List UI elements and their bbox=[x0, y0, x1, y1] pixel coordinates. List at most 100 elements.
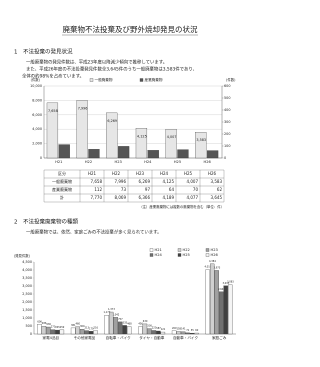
value-label: 486 bbox=[42, 322, 47, 325]
bar bbox=[180, 331, 186, 335]
bar bbox=[147, 328, 152, 335]
y2-tick-label: 0 bbox=[224, 156, 226, 160]
value-label: 141 bbox=[181, 328, 186, 331]
y-tick-label: 0 bbox=[30, 332, 32, 336]
bar bbox=[75, 326, 80, 335]
bar bbox=[58, 144, 70, 159]
legend-swatch bbox=[177, 248, 182, 252]
value-label: 300 bbox=[80, 325, 85, 328]
legend-swatch bbox=[205, 248, 210, 252]
value-label: 7,658 bbox=[48, 109, 58, 113]
bar bbox=[59, 329, 65, 335]
value-label: 4,125 bbox=[137, 134, 147, 138]
table-cell: 6,269 bbox=[139, 179, 151, 184]
value-label: 213 bbox=[84, 327, 89, 330]
bar bbox=[165, 128, 177, 159]
bar bbox=[205, 269, 210, 335]
legend-label: 一般廃棄物 bbox=[95, 77, 113, 82]
value-label: 4,007 bbox=[167, 135, 177, 139]
table-cell: 70 bbox=[193, 187, 199, 192]
bar bbox=[88, 331, 94, 335]
bar bbox=[160, 331, 166, 335]
table-cell: 計 bbox=[60, 194, 64, 200]
value-label: 1,042 bbox=[112, 313, 119, 316]
bar bbox=[41, 326, 47, 335]
x-tick-label: 自転車・バイク bbox=[106, 335, 131, 340]
table-cell: 4,189 bbox=[163, 195, 175, 200]
bar bbox=[118, 146, 130, 159]
legend-label: H25 bbox=[183, 253, 190, 257]
value-label: 55 bbox=[191, 329, 195, 332]
value-label: 200 bbox=[172, 327, 177, 330]
bar bbox=[122, 325, 127, 335]
bar bbox=[177, 149, 189, 159]
value-label: 216 bbox=[93, 327, 98, 330]
table-cell: 4,077 bbox=[187, 195, 199, 200]
value-label: 460 bbox=[75, 323, 80, 326]
value-label: 60 bbox=[195, 329, 199, 332]
value-label: 3,583 bbox=[196, 138, 206, 142]
bar bbox=[109, 311, 114, 335]
bar bbox=[214, 270, 219, 335]
legend-swatch bbox=[139, 78, 144, 82]
table-cell: 7,996 bbox=[115, 179, 127, 184]
table-header: 区分 bbox=[58, 170, 66, 176]
table-cell: 73 bbox=[121, 187, 127, 192]
bar bbox=[185, 332, 190, 335]
y-tick-label: 3,500 bbox=[22, 276, 32, 280]
legend-swatch bbox=[205, 253, 210, 257]
y2-tick-label: 400 bbox=[224, 108, 230, 112]
table-cell: 7,658 bbox=[91, 179, 103, 184]
legend-label: H21 bbox=[155, 248, 162, 252]
value-label: 3,083 bbox=[227, 281, 234, 284]
bar bbox=[70, 327, 76, 335]
legend-label: H24 bbox=[155, 253, 163, 257]
legend-label: H26 bbox=[211, 253, 219, 257]
y-tick-label: 10,000 bbox=[30, 84, 42, 88]
value-label: 3,013 bbox=[222, 282, 229, 285]
value-label: 1,173 bbox=[104, 311, 111, 314]
x-tick-label: H24 bbox=[144, 160, 152, 164]
x-tick-label: 家電4品目 bbox=[42, 335, 59, 340]
section-heading: 1 不法投棄の発見状況 bbox=[14, 48, 73, 56]
table-cell: 64 bbox=[169, 187, 175, 192]
table-header: H22 bbox=[112, 171, 121, 176]
table-cell: 97 bbox=[145, 187, 151, 192]
bar bbox=[171, 330, 177, 335]
value-label: 170 bbox=[89, 327, 94, 330]
bar bbox=[207, 150, 219, 159]
legend-label: H23 bbox=[211, 248, 218, 252]
legend-swatch bbox=[149, 248, 154, 252]
paragraph-line: 全体の約98%を占めています。 bbox=[22, 73, 84, 80]
bar bbox=[176, 331, 181, 335]
x-tick-label: H23 bbox=[115, 160, 122, 164]
table-cell: 6,366 bbox=[139, 195, 151, 200]
value-label: 1,373 bbox=[108, 308, 115, 311]
value-label: 4,016 bbox=[205, 266, 212, 269]
bar bbox=[106, 112, 118, 159]
value-label: 7,996 bbox=[78, 106, 88, 110]
x-tick-label: H21 bbox=[55, 160, 62, 164]
y-axis-label: (件数) bbox=[31, 77, 41, 82]
y-axis-label: (発見件数) bbox=[14, 253, 31, 258]
y-tick-label: 2,000 bbox=[32, 142, 42, 146]
table-header: H25 bbox=[184, 171, 193, 176]
bar bbox=[142, 323, 148, 335]
table-cell: 112 bbox=[94, 187, 102, 192]
table-cell: 7,770 bbox=[91, 195, 103, 200]
y2-tick-label: 300 bbox=[224, 120, 230, 124]
bar bbox=[227, 284, 233, 335]
value-label: 4,384 bbox=[209, 260, 216, 263]
paragraph-line: また、平成26年度の不法投棄発見件数全3,645件のうち一般廃棄物は3,583件… bbox=[26, 66, 197, 73]
value-label: 220 bbox=[152, 326, 157, 329]
x-tick-label: H26 bbox=[204, 160, 212, 164]
x-tick-label: 自動車・バイク bbox=[173, 335, 198, 340]
paragraph-line: 一般廃棄物では、依然、家庭ごみの不法投棄が多く見られています。 bbox=[26, 229, 162, 236]
bar bbox=[118, 321, 123, 335]
y-tick-label: 500 bbox=[26, 324, 32, 328]
y-tick-label: 6,000 bbox=[32, 113, 42, 117]
value-label: 436 bbox=[46, 323, 51, 326]
table-note: （注）産業廃棄物には複数の廃棄物を含む（単位：件） bbox=[139, 204, 224, 209]
value-label: 187 bbox=[156, 327, 161, 330]
value-label: 456 bbox=[138, 323, 143, 326]
